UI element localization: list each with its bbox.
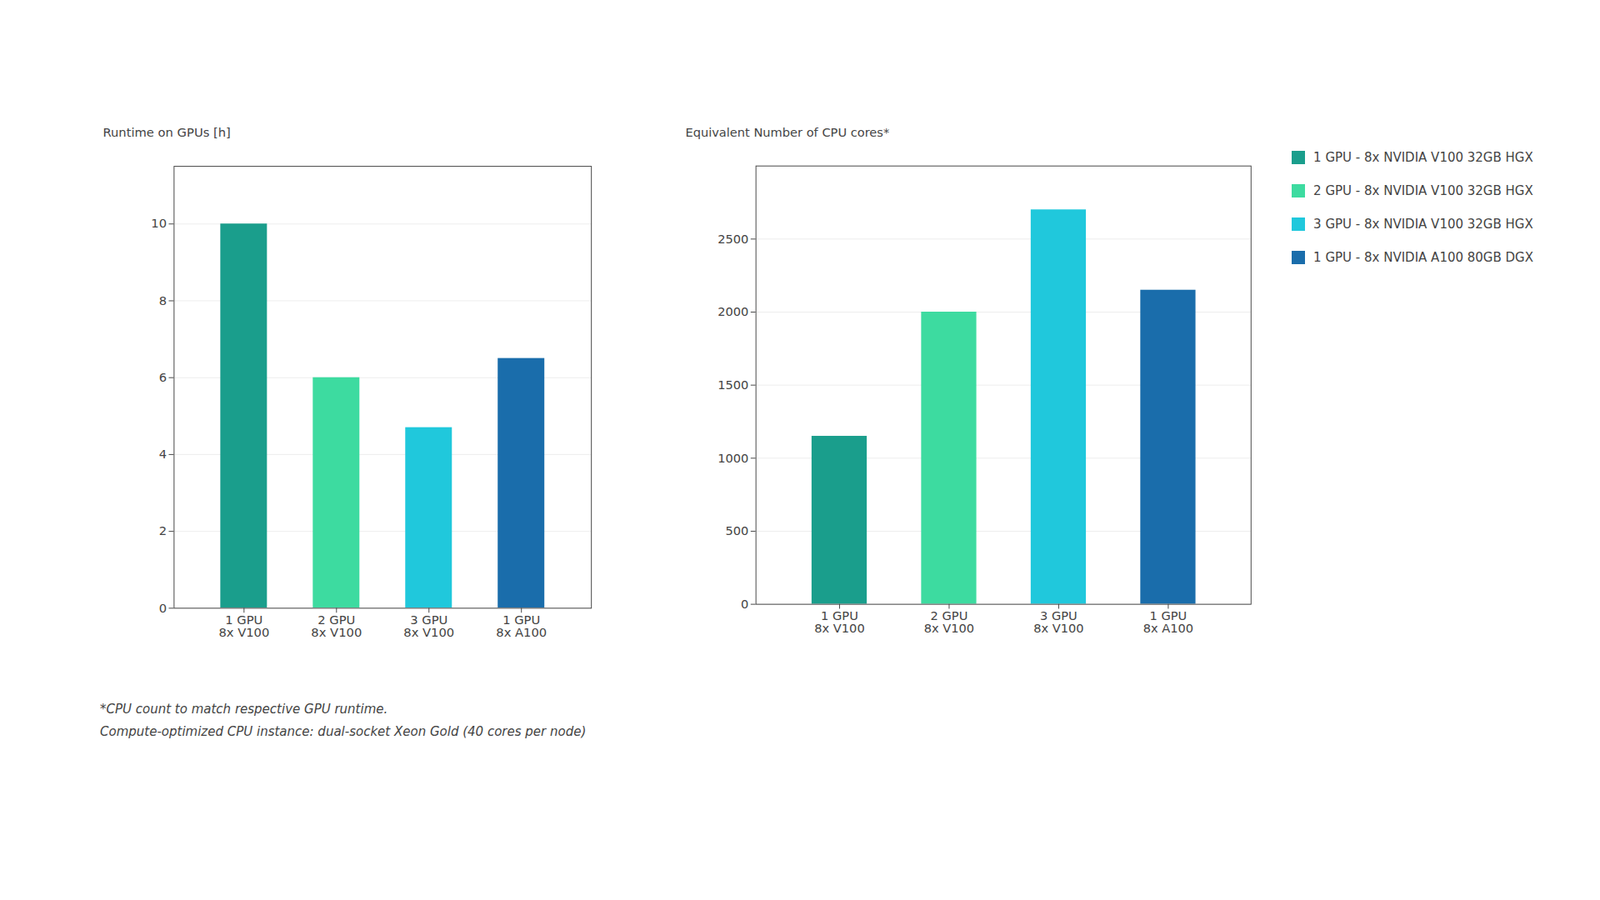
- svg-text:1500: 1500: [717, 377, 749, 392]
- svg-text:2: 2: [159, 523, 167, 538]
- svg-text:1 GPU8x V100: 1 GPU8x V100: [814, 608, 865, 635]
- svg-text:1 GPU8x A100: 1 GPU8x A100: [495, 612, 547, 640]
- svg-text:Equivalent Number of CPU cores: Equivalent Number of CPU cores*: [685, 125, 890, 140]
- html-text:1 GPU - 8x NVIDIA A100 80GB DG: 1 GPU - 8x NVIDIA A100 80GB DGX: [1313, 250, 1534, 265]
- html-text:2 GPU - 8x NVIDIA V100 32GB HG: 2 GPU - 8x NVIDIA V100 32GB HGX: [1313, 183, 1534, 199]
- svg-text:2000: 2000: [717, 304, 749, 319]
- svg-text:3 GPU8x V100: 3 GPU8x V100: [1033, 608, 1084, 635]
- svg-text:8: 8: [159, 293, 167, 308]
- svg-text:2 GPU8x V100: 2 GPU8x V100: [310, 612, 362, 640]
- svg-text:2500: 2500: [717, 231, 749, 246]
- svg-text:1 GPU8x A100: 1 GPU8x A100: [1143, 608, 1194, 635]
- svg-text:1 GPU8x V100: 1 GPU8x V100: [218, 612, 270, 640]
- svg-text:Runtime on GPUs [h]: Runtime on GPUs [h]: [102, 125, 230, 140]
- svg-text:4: 4: [159, 446, 167, 461]
- html-text:1 GPU - 8x NVIDIA V100 32GB HG: 1 GPU - 8x NVIDIA V100 32GB HGX: [1313, 150, 1534, 165]
- html-text:Compute-optimized CPU instance: Compute-optimized CPU instance: dual-soc…: [100, 724, 587, 740]
- svg-text:6: 6: [159, 370, 167, 385]
- html-text:*CPU count to match respective: *CPU count to match respective GPU runti…: [100, 701, 388, 717]
- html-text:3 GPU - 8x NVIDIA V100 32GB HG: 3 GPU - 8x NVIDIA V100 32GB HGX: [1313, 216, 1534, 232]
- svg-text:1000: 1000: [717, 450, 749, 465]
- svg-text:2 GPU8x V100: 2 GPU8x V100: [924, 608, 975, 635]
- svg-text:10: 10: [150, 215, 167, 230]
- svg-text:0: 0: [159, 600, 167, 615]
- svg-text:3 GPU8x V100: 3 GPU8x V100: [403, 612, 455, 640]
- svg-text:500: 500: [725, 523, 749, 538]
- svg-text:0: 0: [740, 596, 749, 611]
